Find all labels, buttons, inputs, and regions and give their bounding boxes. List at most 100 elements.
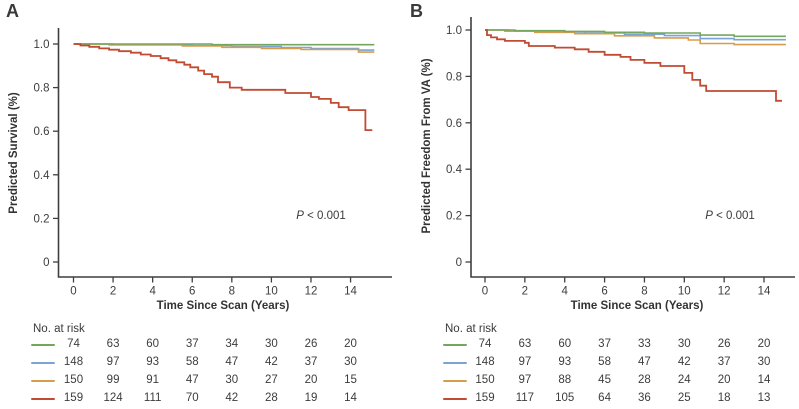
y-tick-label: 0.2 xyxy=(34,213,50,225)
risk-count: 93 xyxy=(146,356,160,368)
risk-count: 70 xyxy=(185,392,199,404)
green-survival-curve xyxy=(73,43,375,46)
y-tick-label: 0.8 xyxy=(34,83,50,95)
risk-count: 30 xyxy=(225,374,239,386)
risk-count: 20 xyxy=(717,374,731,386)
risk-count: 159 xyxy=(475,392,495,404)
y-tick-label: 1.0 xyxy=(34,39,50,51)
risk-count: 97 xyxy=(106,356,120,368)
risk-count: 60 xyxy=(146,338,160,350)
risk-count: 34 xyxy=(225,338,239,350)
risk-count: 124 xyxy=(103,392,123,404)
p-value-text: < 0.001 xyxy=(712,210,755,222)
risk-count: 18 xyxy=(717,392,731,404)
x-tick-label: 10 xyxy=(265,286,278,298)
risk-count: 37 xyxy=(185,338,199,350)
x-axis-title-b: Time Since Scan (Years) xyxy=(570,300,704,312)
risk-count: 30 xyxy=(264,338,278,350)
risk-count: 117 xyxy=(515,392,535,404)
risk-count: 42 xyxy=(677,356,691,368)
x-tick-label: 12 xyxy=(718,286,731,298)
x-tick-label: 6 xyxy=(189,286,195,298)
risk-count: 14 xyxy=(757,374,771,386)
risk-count: 15 xyxy=(344,374,357,386)
risk-count: 99 xyxy=(106,374,120,386)
p-value-text: < 0.001 xyxy=(303,210,346,222)
x-tick-label: 8 xyxy=(641,286,647,298)
y-tick-label: 0 xyxy=(456,257,462,269)
risk-count: 14 xyxy=(344,392,357,404)
risk-count: 28 xyxy=(264,392,278,404)
risk-count: 97 xyxy=(518,374,532,386)
risk-count: 60 xyxy=(558,338,572,350)
risk-count: 30 xyxy=(757,356,771,368)
risk-count: 30 xyxy=(677,338,691,350)
x-tick-label: 4 xyxy=(562,286,569,298)
p-value-symbol: P xyxy=(296,210,304,222)
risk-count: 36 xyxy=(638,392,651,404)
orange-legend-line xyxy=(443,380,467,382)
axes xyxy=(57,28,392,278)
y-tick-label: 0.4 xyxy=(34,170,51,182)
risk-count: 45 xyxy=(598,374,611,386)
x-tick-label: 2 xyxy=(522,286,528,298)
risk-count: 148 xyxy=(475,356,495,368)
red-legend-line xyxy=(443,398,467,400)
risk-count: 150 xyxy=(63,374,84,386)
risk-count: 37 xyxy=(598,338,611,350)
risk-count: 26 xyxy=(717,338,731,350)
risk-count: 26 xyxy=(304,338,318,350)
risk-count: 97 xyxy=(518,356,532,368)
risk-count: 27 xyxy=(264,374,278,386)
x-axis-title-a: Time Since Scan (Years) xyxy=(156,300,290,312)
risk-count: 150 xyxy=(475,374,495,386)
y-tick-label: 0.6 xyxy=(446,118,462,130)
risk-count: 13 xyxy=(757,392,771,404)
orange-survival-curve xyxy=(73,43,375,53)
risk-count: 28 xyxy=(638,374,651,386)
green-survival-curve xyxy=(485,29,786,38)
blue-legend-line xyxy=(443,362,467,364)
x-tick-label: 14 xyxy=(344,286,357,298)
y-tick-label: 1.0 xyxy=(446,25,462,37)
red-legend-line xyxy=(31,398,55,400)
risk-count: 33 xyxy=(638,338,651,350)
p-value-symbol: P xyxy=(705,210,713,222)
y-tick-label: 0 xyxy=(43,257,49,269)
risk-count: 24 xyxy=(677,374,691,386)
green-legend-line xyxy=(31,344,55,346)
risk-count: 58 xyxy=(598,356,611,368)
risk-count: 20 xyxy=(344,338,357,350)
risk-count: 47 xyxy=(638,356,651,368)
risk-count: 37 xyxy=(717,356,731,368)
risk-count: 91 xyxy=(146,374,160,386)
risk-count: 25 xyxy=(677,392,691,404)
risk-count: 74 xyxy=(478,338,492,350)
risk-count: 93 xyxy=(558,356,572,368)
x-tick-label: 2 xyxy=(110,286,116,298)
risk-count: 30 xyxy=(344,356,357,368)
red-survival-curve xyxy=(73,43,373,132)
risk-table-title-a: No. at risk xyxy=(33,323,85,335)
risk-count: 148 xyxy=(63,356,84,368)
risk-count: 37 xyxy=(304,356,318,368)
orange-legend-line xyxy=(31,380,55,382)
risk-count: 47 xyxy=(225,356,239,368)
x-tick-label: 4 xyxy=(149,286,156,298)
risk-count: 58 xyxy=(185,356,199,368)
x-tick-label: 6 xyxy=(601,286,607,298)
x-tick-label: 10 xyxy=(678,286,691,298)
risk-count: 42 xyxy=(225,392,239,404)
risk-count: 105 xyxy=(555,392,575,404)
x-tick-label: 12 xyxy=(305,286,318,298)
risk-count: 19 xyxy=(304,392,318,404)
risk-count: 42 xyxy=(264,356,278,368)
green-legend-line xyxy=(443,344,467,346)
panel-a: A Predicted Survival (%) 1.0 0.8 0.6 0.4 0.2… xyxy=(0,0,399,409)
risk-count: 64 xyxy=(598,392,611,404)
risk-count: 20 xyxy=(304,374,318,386)
x-tick-label: 14 xyxy=(758,286,771,298)
y-tick-label: 0.2 xyxy=(446,211,462,223)
risk-count: 20 xyxy=(757,338,771,350)
